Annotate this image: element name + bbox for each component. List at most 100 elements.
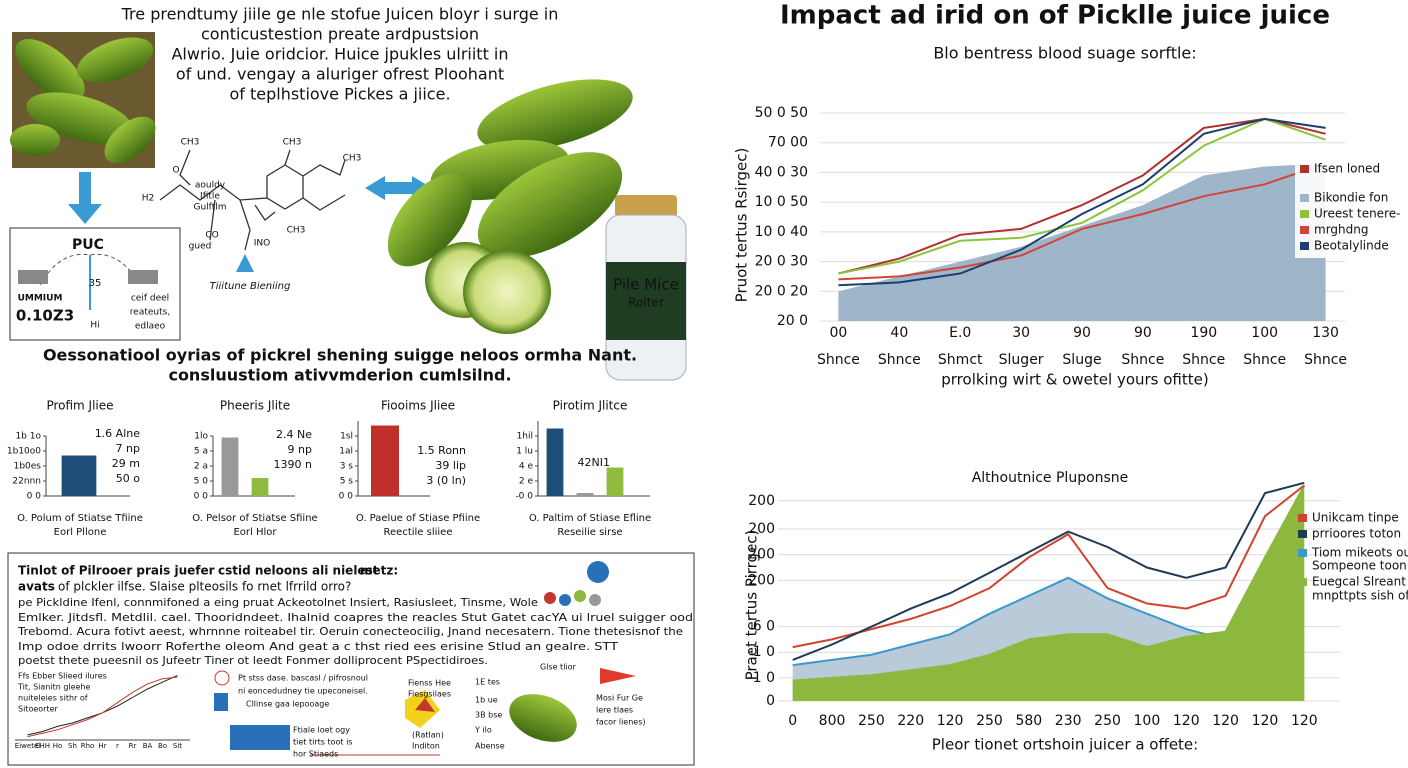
caption: Reectile sliiee bbox=[384, 527, 453, 538]
article-subtitle: of plckler ilfse. Slaise plteosils fo rn… bbox=[58, 580, 351, 594]
molecule-label: CH3 bbox=[181, 138, 200, 148]
molecule-label: Tiiitune Bieniing bbox=[210, 281, 291, 292]
x-tick-label: Shnce bbox=[1182, 352, 1225, 368]
x-tick-label: Sluger bbox=[999, 352, 1044, 368]
chart-note: Ffs Ebber Slieed ilures bbox=[18, 672, 107, 681]
annotation: 7 np bbox=[116, 442, 140, 455]
x-tick-label: Shmct bbox=[938, 352, 983, 368]
caption: Reseilie sirse bbox=[557, 527, 622, 538]
x-tick-label: 580 bbox=[1015, 713, 1042, 729]
article-icons bbox=[214, 561, 636, 756]
article-label: (Ratlan) bbox=[412, 731, 444, 740]
bar bbox=[61, 455, 97, 496]
molecule bbox=[159, 149, 346, 251]
x-axis-label: Pleor tionet ortshoin juicer a offete: bbox=[932, 736, 1198, 754]
y-tick-label: 40 0 30 bbox=[755, 164, 808, 180]
caption: O. Pelsor of Stiatse Sfiine bbox=[192, 513, 317, 524]
flow-label: Hi bbox=[90, 321, 99, 331]
y-axis-label: Praet tertus Pirrgec) bbox=[743, 530, 761, 681]
article-body: pe Pickldine Ifenl, connmifoned a eing p… bbox=[18, 596, 538, 609]
line bbox=[792, 484, 1306, 682]
molecule-label: Gulftlm bbox=[194, 203, 227, 213]
x-tick-label: 30 bbox=[1012, 325, 1030, 341]
x-tick-label: 230 bbox=[1055, 713, 1082, 729]
line bbox=[838, 117, 1326, 287]
article-label: Glse tlior bbox=[540, 663, 577, 672]
x-tick-label: 800 bbox=[819, 713, 846, 729]
y-tick-label: 1lo bbox=[194, 432, 208, 442]
x-tick-label: 250 bbox=[976, 713, 1003, 729]
area bbox=[792, 485, 1305, 701]
x-tick-label: Shnce bbox=[1304, 352, 1347, 368]
x-tick-label: 0 bbox=[788, 713, 797, 729]
legend-swatch bbox=[1300, 242, 1309, 250]
legend-swatch bbox=[1298, 578, 1307, 586]
x-tick-label: E.0 bbox=[949, 325, 971, 341]
pickle-photo bbox=[10, 32, 156, 168]
annotation: 9 np bbox=[288, 443, 312, 456]
y-tick-label: 1al bbox=[339, 447, 353, 457]
bar bbox=[606, 467, 624, 496]
x-tick-label: Ho bbox=[53, 742, 63, 750]
line bbox=[838, 117, 1326, 275]
y-tick-label: -1 0 bbox=[748, 644, 775, 660]
y-tick-label: -1 0 bbox=[748, 670, 775, 686]
x-tick-label: r bbox=[116, 742, 119, 750]
jar-label: Rolter bbox=[628, 296, 664, 310]
legend-label: Tiom mikeots ou bbox=[1311, 546, 1408, 560]
legend-label: Euegcal Slreant bbox=[1312, 575, 1406, 589]
molecule-label: O bbox=[172, 166, 179, 176]
chart-note: nuiteleies sithr of bbox=[18, 694, 88, 703]
article-label: Inditon bbox=[412, 742, 440, 751]
article-label: hor Stiaeds bbox=[293, 750, 338, 759]
x-tick-label: 190 bbox=[1190, 325, 1217, 341]
x-tick-label: 120 bbox=[1291, 713, 1318, 729]
y-tick-label: 6 0 bbox=[753, 619, 775, 635]
chart-title: Impact ad irid on of Picklle juice juice bbox=[780, 1, 1330, 31]
chart-title: Fiooims Jliee bbox=[381, 399, 455, 413]
legend-label: prrioores toton bbox=[1312, 527, 1401, 541]
x-tick-label: Shnce bbox=[878, 352, 921, 368]
bar bbox=[576, 493, 594, 496]
chart-note: Tit, Sianitn gleehe bbox=[17, 683, 91, 692]
y-tick-label: 1b10o0 bbox=[7, 447, 41, 457]
chart-title: Pheeris Jlite bbox=[220, 399, 290, 413]
down-arrow bbox=[68, 172, 102, 224]
y-tick-label: 1b 1o bbox=[15, 432, 41, 442]
x-tick-label: 120 bbox=[1173, 713, 1200, 729]
y-tick-label: 1b0es bbox=[14, 462, 42, 472]
caption: O. Paltim of Stiase Efline bbox=[529, 513, 651, 524]
line bbox=[792, 481, 1305, 661]
caption: Eorl Pllone bbox=[54, 527, 107, 538]
x-tick-label: 100 bbox=[1134, 713, 1161, 729]
article-label: 1b ue bbox=[475, 696, 498, 705]
x-tick-label: Bo bbox=[158, 742, 167, 750]
legend-swatch bbox=[1300, 194, 1309, 202]
x-tick-label: 00 bbox=[830, 325, 848, 341]
y-tick-label: 2 a bbox=[194, 462, 208, 472]
flow-label: 0.10Z3 bbox=[16, 307, 74, 325]
legend-label: Ureest tenere- bbox=[1314, 207, 1400, 221]
article-label: Fienss Hee bbox=[408, 679, 451, 688]
y-tick-label: 200 bbox=[748, 547, 775, 563]
flow-label: 35 bbox=[89, 278, 102, 289]
legend-label: Ifsen loned bbox=[1314, 162, 1380, 176]
annotation: 29 m bbox=[112, 457, 140, 470]
x-tick-label: 90 bbox=[1134, 325, 1152, 341]
article-label: Y ilo bbox=[474, 726, 492, 735]
x-tick-label: 250 bbox=[1094, 713, 1121, 729]
article-title: cstid neloons ali nielest bbox=[218, 564, 379, 578]
y-tick-label: 0 0 bbox=[339, 492, 354, 502]
legend-label: Sompeone toon bbox=[1312, 559, 1407, 573]
legend-label: Bikondie fon bbox=[1314, 191, 1388, 205]
x-tick-label: 90 bbox=[1073, 325, 1091, 341]
flow-label: ceif deel bbox=[131, 294, 169, 304]
legend-swatch bbox=[1300, 210, 1309, 218]
bar bbox=[221, 437, 239, 496]
y-tick-label: 1hil bbox=[517, 432, 533, 442]
section-heading: Oessonatiool oyrias of pickrel shening s… bbox=[43, 346, 637, 365]
pickle-illustration bbox=[387, 79, 633, 334]
y-tick-label: 5 a bbox=[194, 447, 208, 457]
chart-title: Pirotim Jlitce bbox=[553, 399, 628, 413]
